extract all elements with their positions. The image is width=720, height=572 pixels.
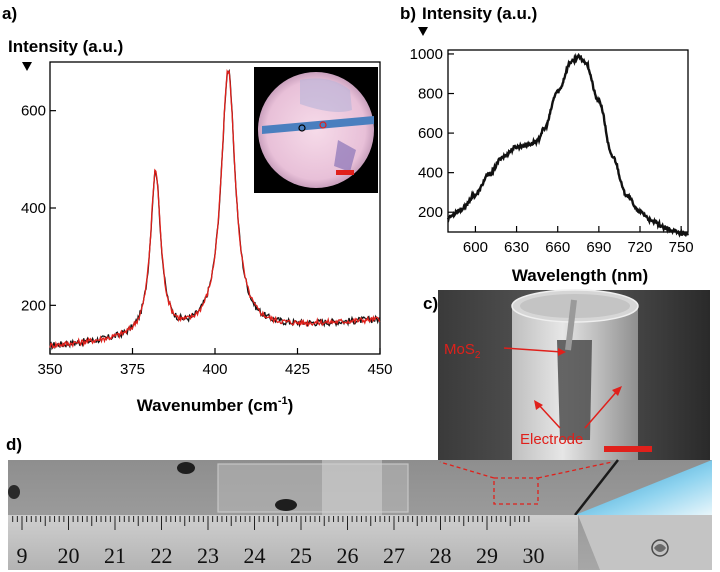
ruler-number: 28 [430,543,452,568]
chart-a-ylabel-arrow-icon [22,62,32,71]
ruler-number: 29 [476,543,498,568]
photo-d-zoom-box [493,477,539,505]
chart-a-inset-micrograph [254,67,378,193]
chart-a-ylabel: Intensity (a.u.) [8,37,123,56]
ruler-number: 25 [290,543,312,568]
chart-b-ytick-label: 400 [418,165,443,182]
chart-b-xtick-label: 600 [463,239,488,256]
ruler-number: 22 [151,543,173,568]
chart-b-xtick-label: 660 [545,239,570,256]
photo-d-logo-mark [651,539,669,557]
chart-a-inset-scale-bar [336,170,354,175]
photo-c-label-mos2: MoS2 [444,341,481,361]
photo-c-sem [438,289,710,462]
photo-c-electrode-arrow-left-icon [534,400,543,410]
chart-a-xtick-label: 450 [367,361,392,378]
chart-b-xtick-label: 750 [669,239,694,256]
chart-b-ytick-label: 1000 [410,46,443,63]
ruler-number: 20 [58,543,80,568]
chart-b-series-pl [446,52,689,238]
chart-b-ytick-label: 800 [418,86,443,103]
photo-c-electrode-arrow-right-icon [612,386,622,396]
chart-b-xlabel: Wavelength (nm) [512,266,648,285]
ruler-number: 9 [17,543,28,568]
ruler-number: 23 [197,543,219,568]
panel-label-c: c) [423,294,438,313]
chart-a-ytick-label: 600 [21,103,46,120]
ruler-number: 27 [383,543,405,568]
chart-a-xtick-label: 350 [37,361,62,378]
photo-c-scale-bar [604,446,652,452]
photo-d-device: 9 20 21 22 23 24 25 26 27 28 29 30 [8,459,712,570]
panel-label-a: a) [2,4,17,23]
panel-label-b: b) [400,4,416,23]
chart-b-xtick-label: 630 [504,239,529,256]
chart-a-xtick-label: 425 [285,361,310,378]
photo-c-label-electrode: Electrode [520,431,583,448]
chart-a-ytick-label: 200 [21,297,46,314]
chart-a-series-fit [49,68,381,350]
chart-b-ytick-label: 200 [418,204,443,221]
chart-a-xtick-label: 400 [202,361,227,378]
chart-a-xtick-label: 375 [120,361,145,378]
ruler-number: 30 [523,543,545,568]
panel-label-d: d) [6,435,22,454]
chart-a-xlabel: Wavenumber (cm-1) [137,395,294,415]
chart-b-frame [447,49,689,233]
chart-a-ytick-label: 400 [21,200,46,217]
chart-b-ylabel: Intensity (a.u.) [422,4,537,23]
chart-b-xtick-label: 720 [627,239,652,256]
chart-b-ylabel-arrow-icon [418,27,428,36]
ruler-number: 24 [244,543,266,568]
chart-b-xtick-label: 690 [586,239,611,256]
ruler-number: 21 [104,543,126,568]
photo-c-mos2-arrow-icon [558,348,566,356]
ruler-number: 26 [337,543,359,568]
chart-b-ytick-label: 600 [418,125,443,142]
